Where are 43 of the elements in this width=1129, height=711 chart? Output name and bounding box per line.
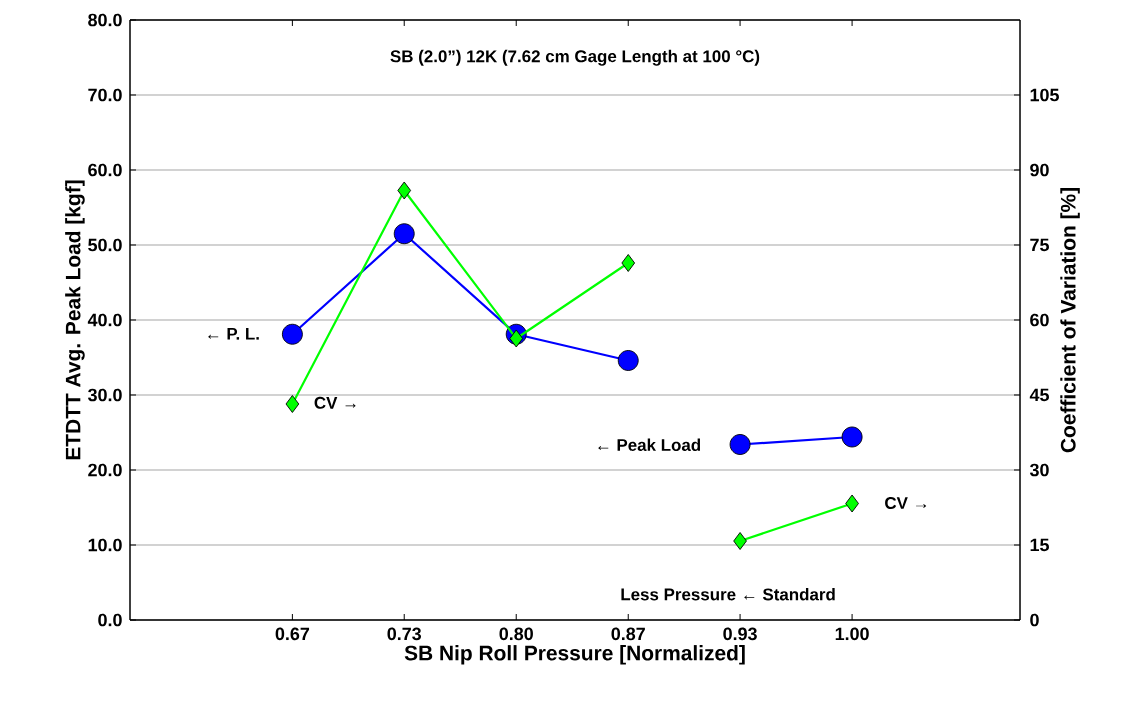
y-tick-label: 10.0 <box>88 538 122 552</box>
y-tick-label: 0.0 <box>98 613 122 627</box>
point <box>845 494 859 513</box>
y-tick-label: 50.0 <box>88 238 122 252</box>
annotation: ← Peak Load <box>598 438 701 452</box>
y-tick-label: 20.0 <box>88 463 122 477</box>
x-tick-label: 1.00 <box>835 627 869 641</box>
y-tick-label: 70.0 <box>88 88 122 102</box>
point <box>621 254 636 272</box>
annotation: ← P. L. <box>208 327 259 340</box>
point <box>285 395 300 413</box>
point <box>617 350 639 371</box>
point <box>509 329 524 348</box>
point <box>393 223 415 245</box>
x-tick-label: 0.73 <box>387 627 422 641</box>
x-tick-label: 0.93 <box>723 627 757 641</box>
point <box>281 323 303 345</box>
y-tick-label: 60.0 <box>88 163 122 177</box>
y-tick-label: 40.0 <box>87 313 122 327</box>
point <box>729 434 751 455</box>
y2-tick-label: 105 <box>1030 88 1059 102</box>
y2-tick-label: 30 <box>1029 463 1049 477</box>
y2-tick-label: 15 <box>1030 538 1049 552</box>
point <box>733 532 747 550</box>
y-axis-title: ETDTT Avg. Peak Load [kgf] <box>65 180 85 460</box>
text: SB (2.0”) 12K (7.62 cm Gage Length at 100 °C) <box>390 49 760 66</box>
annotation: Less Pressure ← Standard <box>621 587 835 601</box>
y2-tick-label: 0 <box>1030 613 1039 627</box>
y2-tick-label: 60 <box>1030 313 1049 327</box>
y-tick-label: 80.0 <box>88 13 122 27</box>
x-tick-label: 0.87 <box>611 627 645 641</box>
annotation: CV → <box>885 497 927 509</box>
y-tick-label: 30.0 <box>87 388 122 402</box>
annotation: CV → <box>314 396 356 409</box>
y2-axis-title: Coefficient of Variation [%] <box>1060 188 1080 453</box>
y2-tick-label: 45 <box>1029 388 1049 402</box>
x-axis-title: SB Nip Roll Pressure [Normalized] <box>404 645 745 665</box>
point <box>841 426 863 448</box>
y2-tick-label: 90 <box>1030 163 1049 177</box>
point <box>397 181 412 200</box>
y2-tick-label: 75 <box>1030 238 1049 252</box>
x-tick-label: 0.80 <box>499 627 533 641</box>
x-tick-label: 0.67 <box>275 627 310 641</box>
